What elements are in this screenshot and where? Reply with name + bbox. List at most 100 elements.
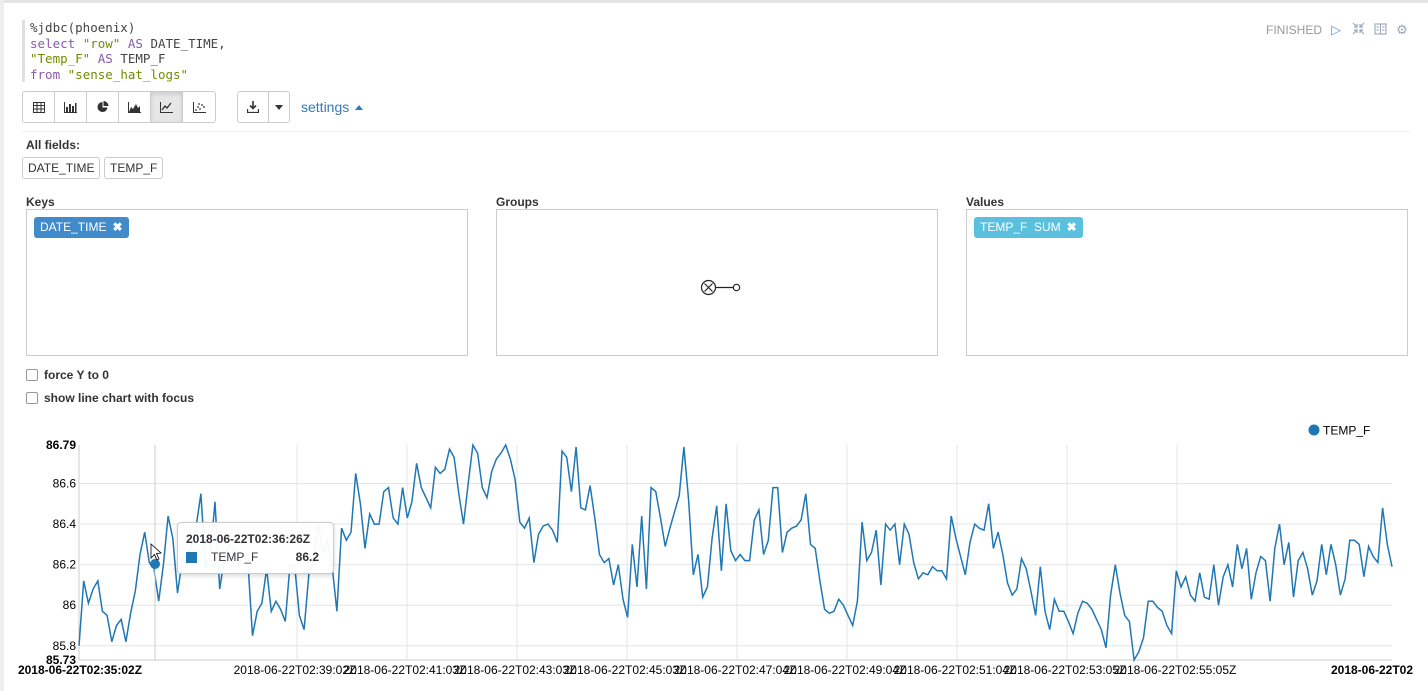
status-text: FINISHED [1265,23,1322,37]
hover-point [150,559,160,569]
table-icon [32,101,45,113]
x-tick-label: 2018-06-22T02:43:03Z [454,663,577,677]
caret-down-icon [275,104,283,110]
values-dropzone[interactable]: TEMP_F SUM ✖ [966,209,1408,356]
download-dropdown-toggle[interactable] [269,92,289,122]
values-label: Values [966,195,1005,209]
area-chart-button[interactable] [119,92,151,122]
code-token: "row" [82,35,121,51]
all-fields-label: All fields: [26,138,81,152]
x-axis: 2018-06-22T02:35:02Z 2018-06-22T02:39:02Z… [18,663,1413,677]
x-tick-label: 2018-06-22T02:53:05Z [1004,663,1127,677]
settings-toggle[interactable]: settings [301,99,364,115]
x-tick-label: 2018-06-22T02:39:02Z [234,663,357,677]
divider [22,131,1410,132]
download-icon [247,101,259,113]
focus-checkbox[interactable] [26,392,38,404]
tooltip-title: 2018-06-22T02:36:26Z [186,532,311,546]
groups-label: Groups [496,195,539,209]
tooltip-swatch [186,552,197,563]
code-line: %jdbc(phoenix) [30,20,226,36]
download-button[interactable] [238,92,269,122]
drag-cursor-icon [700,279,741,296]
y-tick-label: 86 [63,598,77,612]
bar-chart-icon [64,101,77,113]
value-tag-temp-f-sum[interactable]: TEMP_F SUM ✖ [974,217,1083,238]
settings-label: settings [301,99,350,115]
code-token: "sense_hat_logs" [67,66,189,82]
table-view-button[interactable] [23,92,55,122]
remove-value-icon[interactable]: ✖ [1066,220,1077,234]
x-tick-label: 2018-06-22T02 [1331,663,1413,677]
line-chart-icon [160,101,173,113]
force-y0-checkbox[interactable] [26,369,38,381]
key-tag-date-time[interactable]: DATE_TIME ✖ [34,217,129,238]
left-gutter [0,0,4,691]
code-line: select "row" AS DATE_TIME, [30,36,226,52]
groups-dropzone[interactable] [496,209,938,356]
legend-label-temp-f: TEMP_F [1323,424,1370,438]
chart-type-buttons [22,91,216,123]
bar-chart-button[interactable] [55,92,87,122]
download-button-group [237,91,290,123]
collapse-icon[interactable] [1350,22,1366,38]
code-line: from "sense_hat_logs" [30,67,226,83]
legend-swatch-temp-f [1308,424,1320,436]
line-chart-button[interactable] [151,92,183,122]
scatter-chart-button[interactable] [183,92,215,122]
mouse-pointer-icon [150,543,162,561]
y-tick-label: 86.2 [53,558,77,572]
x-tick-label: 2018-06-22T02:51:04Z [894,663,1017,677]
focus-label: show line chart with focus [44,391,195,405]
caret-up-icon [355,105,364,110]
chart-tooltip: 2018-06-22T02:36:26Z TEMP_F 86.2 [177,522,334,574]
code-token: AS [90,51,121,66]
play-icon[interactable]: ▷ [1331,22,1341,37]
code-token: DATE_TIME, [150,35,226,51]
x-tick-label: 2018-06-22T02:35:02Z [18,663,142,677]
scatter-chart-icon [192,101,206,113]
tooltip-series-name: TEMP_F [211,550,259,564]
pie-chart-button[interactable] [87,92,119,122]
code-token: "Temp_F" [30,51,91,66]
tooltip-value: 86.2 [295,550,319,564]
field-date-time[interactable]: DATE_TIME [22,157,101,179]
force-y0-option[interactable]: force Y to 0 [26,368,109,382]
series-line-temp-f [78,442,1393,663]
legend[interactable]: TEMP_F [1308,424,1371,438]
focus-option[interactable]: show line chart with focus [26,391,194,405]
remove-key-icon[interactable]: ✖ [112,220,123,234]
y-tick-label: 85.8 [53,639,77,653]
y-axis: 86.79 86.6 86.4 86.2 86 85.885.73 [46,438,76,667]
y-tick-label: 85.73 [46,653,76,667]
key-tag-label: DATE_TIME [40,220,107,234]
gear-icon[interactable]: ⚙ [1396,22,1408,37]
top-border [0,0,1428,3]
x-tick-label: 2018-06-22T02:41:03Z [344,663,467,677]
pie-chart-icon [97,101,108,112]
x-tick-label: 2018-06-22T02:47:04Z [674,663,797,677]
x-tick-label: 2018-06-22T02:55:05Z [1114,663,1237,677]
x-tick-label: 2018-06-22T02:49:04Z [784,663,907,677]
x-tick-label: 2018-06-22T02:45:03Z [564,663,687,677]
code-token: select [30,35,83,51]
value-tag-label: TEMP_F SUM [980,220,1061,234]
paragraph-status-bar: FINISHED ▷ ⚙ [1266,22,1410,38]
chart-grid [78,445,1392,661]
area-chart-icon [128,101,141,113]
keys-dropzone[interactable]: DATE_TIME ✖ [26,209,468,356]
field-temp-f[interactable]: TEMP_F [104,157,164,179]
code-token: AS [120,35,151,51]
y-tick-label: 86.6 [53,477,77,491]
y-tick-label: 86.79 [46,438,76,452]
code-token: from [30,66,68,82]
line-chart[interactable]: 86.79 86.6 86.4 86.2 86 85.885.73 2018-06-22T… [0,415,1428,691]
keys-label: Keys [26,195,55,209]
force-y0-label: force Y to 0 [44,368,109,382]
sql-editor[interactable]: %jdbc(phoenix) select "row" AS DATE_TIME,… [22,20,226,82]
code-token: %jdbc(phoenix) [30,20,136,35]
y-tick-label: 86.4 [53,517,77,531]
book-icon[interactable] [1372,22,1388,38]
code-line: "Temp_F" AS TEMP_F [30,51,226,67]
code-token: TEMP_F [120,51,166,66]
